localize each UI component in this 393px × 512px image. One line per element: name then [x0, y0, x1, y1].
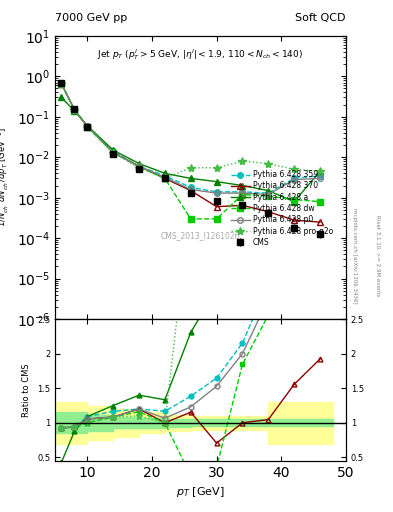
Pythia 6.428 a [266, 187, 271, 194]
Pythia 6.428 359 [266, 190, 271, 196]
Pythia 6.428 370 [111, 150, 116, 156]
Legend: Pythia 6.428 359, Pythia 6.428 370, Pythia 6.428 a, Pythia 6.428 dw, Pythia 6.42: Pythia 6.428 359, Pythia 6.428 370, Pyth… [228, 167, 336, 250]
Text: mcplots.cern.ch [arXiv:1306.3436]: mcplots.cern.ch [arXiv:1306.3436] [352, 208, 357, 304]
Pythia 6.428 pro-q2o [266, 160, 271, 166]
Text: 7000 GeV pp: 7000 GeV pp [55, 13, 127, 23]
Pythia 6.428 pro-q2o [59, 81, 64, 87]
Line: Pythia 6.428 dw: Pythia 6.428 dw [59, 81, 323, 222]
Pythia 6.428 359 [214, 189, 219, 195]
Text: CMS_2013_I1261026: CMS_2013_I1261026 [161, 231, 240, 240]
Pythia 6.428 a [111, 147, 116, 153]
Pythia 6.428 p0 [85, 123, 90, 130]
Pythia 6.428 370 [72, 106, 77, 113]
Y-axis label: Ratio to CMS: Ratio to CMS [22, 363, 31, 417]
Pythia 6.428 359 [72, 106, 77, 113]
Pythia 6.428 pro-q2o [72, 106, 77, 113]
Pythia 6.428 359 [59, 81, 64, 87]
Pythia 6.428 pro-q2o [188, 165, 193, 171]
Pythia 6.428 dw [163, 175, 167, 181]
Line: Pythia 6.428 a: Pythia 6.428 a [59, 95, 323, 204]
Line: Pythia 6.428 359: Pythia 6.428 359 [59, 81, 323, 196]
Pythia 6.428 a [59, 94, 64, 100]
Pythia 6.428 p0 [163, 174, 167, 180]
Pythia 6.428 dw [111, 150, 116, 156]
Pythia 6.428 370 [214, 204, 219, 210]
Pythia 6.428 a [85, 123, 90, 129]
Pythia 6.428 370 [163, 175, 167, 181]
Pythia 6.428 359 [137, 163, 141, 169]
Pythia 6.428 p0 [188, 186, 193, 193]
Pythia 6.428 a [188, 175, 193, 181]
Pythia 6.428 dw [292, 197, 296, 203]
Pythia 6.428 pro-q2o [137, 165, 141, 171]
Pythia 6.428 p0 [292, 177, 296, 183]
Text: Soft QCD: Soft QCD [296, 13, 346, 23]
Pythia 6.428 pro-q2o [240, 158, 245, 164]
Pythia 6.428 p0 [59, 81, 64, 87]
Pythia 6.428 dw [137, 164, 141, 170]
Text: Rivet 3.1.10, >= 2.9M events: Rivet 3.1.10, >= 2.9M events [375, 216, 380, 296]
Pythia 6.428 a [240, 182, 245, 188]
Pythia 6.428 dw [85, 124, 90, 131]
Pythia 6.428 a [72, 108, 77, 114]
Pythia 6.428 359 [240, 189, 245, 195]
Pythia 6.428 a [137, 160, 141, 166]
Pythia 6.428 359 [318, 173, 322, 179]
Pythia 6.428 dw [266, 193, 271, 199]
Line: Pythia 6.428 p0: Pythia 6.428 p0 [59, 81, 323, 197]
Pythia 6.428 dw [72, 106, 77, 113]
Pythia 6.428 pro-q2o [163, 175, 167, 181]
Pythia 6.428 p0 [214, 190, 219, 196]
Pythia 6.428 370 [240, 202, 245, 208]
Pythia 6.428 p0 [137, 163, 141, 169]
Pythia 6.428 p0 [266, 191, 271, 198]
Pythia 6.428 p0 [318, 175, 322, 181]
Pythia 6.428 359 [188, 184, 193, 190]
Pythia 6.428 370 [188, 187, 193, 194]
Pythia 6.428 dw [318, 199, 322, 205]
Pythia 6.428 370 [266, 209, 271, 215]
Pythia 6.428 dw [188, 216, 193, 222]
Pythia 6.428 p0 [111, 150, 116, 156]
Pythia 6.428 a [318, 168, 322, 175]
Pythia 6.428 359 [163, 173, 167, 179]
Pythia 6.428 370 [292, 217, 296, 223]
Line: Pythia 6.428 pro-q2o: Pythia 6.428 pro-q2o [57, 80, 324, 183]
Pythia 6.428 359 [85, 123, 90, 129]
Pythia 6.428 370 [318, 219, 322, 225]
Pythia 6.428 359 [111, 148, 116, 155]
Pythia 6.428 p0 [72, 106, 77, 113]
Pythia 6.428 pro-q2o [85, 124, 90, 131]
Pythia 6.428 a [163, 170, 167, 177]
Pythia 6.428 370 [59, 81, 64, 87]
Pythia 6.428 pro-q2o [214, 165, 219, 171]
Pythia 6.428 p0 [240, 190, 245, 196]
Pythia 6.428 a [292, 199, 296, 205]
Pythia 6.428 a [214, 179, 219, 185]
Pythia 6.428 370 [85, 123, 90, 130]
Pythia 6.428 370 [137, 163, 141, 169]
Text: Jet $p_T$ ($p_T^l$$>$5 GeV, $|\eta^l|$$<$1.9, 110$<$$N_{ch}$$<$140): Jet $p_T$ ($p_T^l$$>$5 GeV, $|\eta^l|$$<… [97, 47, 303, 62]
Line: Pythia 6.428 370: Pythia 6.428 370 [59, 81, 323, 225]
Pythia 6.428 pro-q2o [111, 150, 116, 156]
Pythia 6.428 dw [59, 81, 64, 87]
Y-axis label: $1/N_{ch}^{jet}\ dN_{ch}^{jet}/dp_T\ [\mathrm{GeV}^{-1}]$: $1/N_{ch}^{jet}\ dN_{ch}^{jet}/dp_T\ [\m… [0, 127, 11, 227]
Pythia 6.428 pro-q2o [292, 166, 296, 173]
Pythia 6.428 dw [240, 191, 245, 198]
Pythia 6.428 359 [292, 175, 296, 181]
X-axis label: $p_T$ [GeV]: $p_T$ [GeV] [176, 485, 225, 499]
Pythia 6.428 pro-q2o [318, 168, 322, 175]
Pythia 6.428 dw [214, 216, 219, 222]
